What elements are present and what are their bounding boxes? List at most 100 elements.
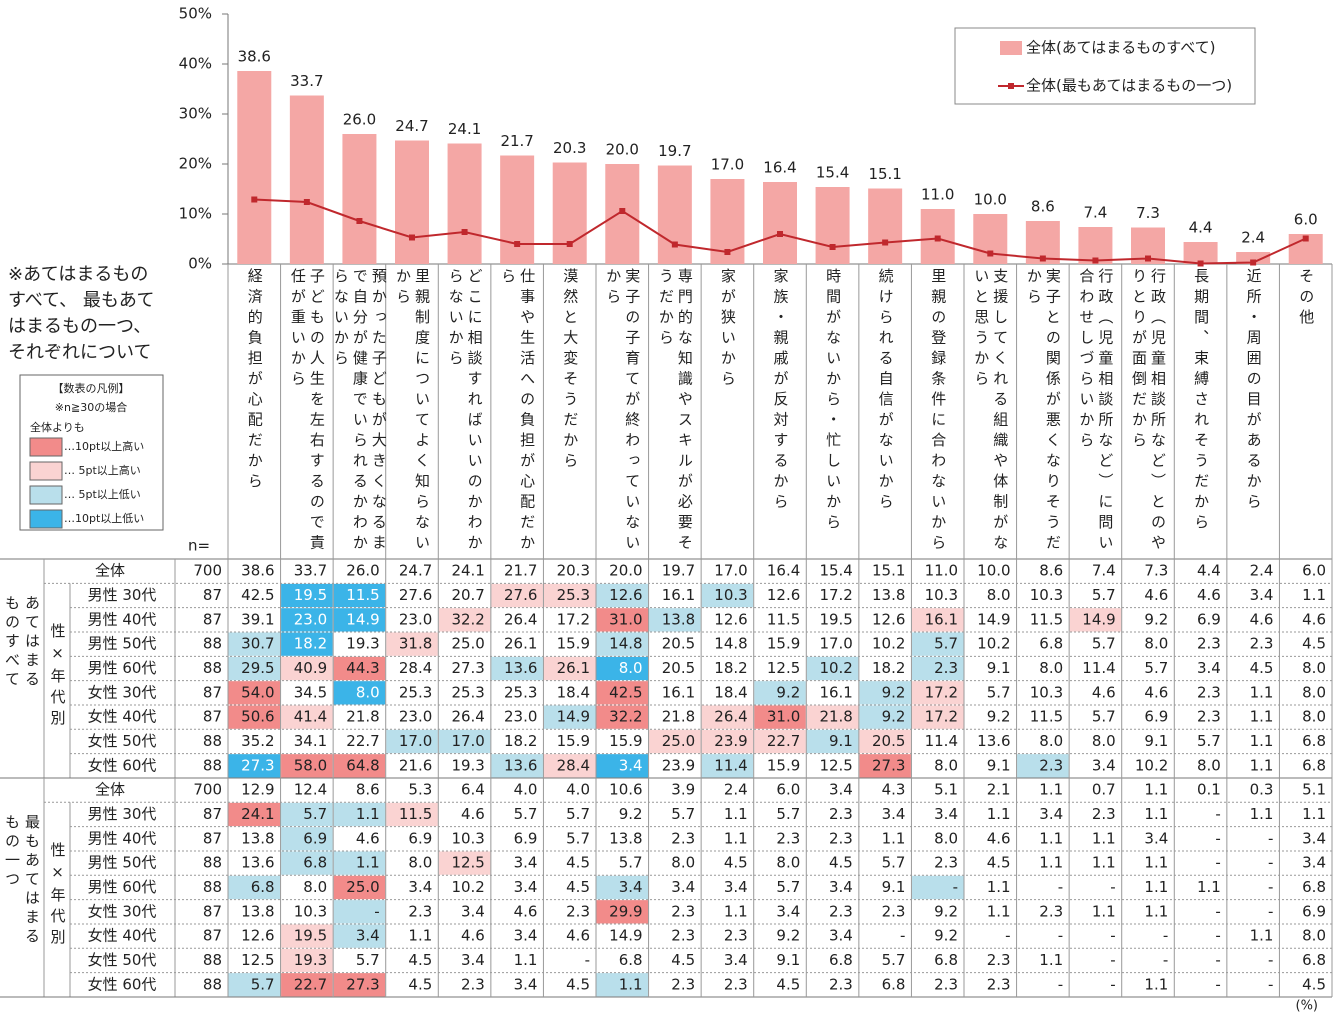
cell-value: 3.4 bbox=[408, 878, 432, 896]
cell-value: 2.3 bbox=[461, 975, 485, 993]
cell-value: 17.2 bbox=[557, 610, 590, 628]
cell-value: 3.4 bbox=[1144, 829, 1168, 847]
y-tick-label: 20% bbox=[179, 155, 212, 173]
cell-value: 1.1 bbox=[1250, 805, 1274, 823]
cell-shade bbox=[596, 632, 649, 656]
cell-shade bbox=[911, 705, 964, 729]
cell-value: 25.3 bbox=[451, 683, 484, 701]
cell-value: 4.5 bbox=[1302, 635, 1326, 653]
cell-value: 14.9 bbox=[557, 708, 590, 726]
data-label: 7.3 bbox=[1136, 204, 1160, 222]
line-marker bbox=[514, 241, 521, 247]
group-label-box: 性×年代別 bbox=[44, 623, 70, 743]
cell-value: 12.6 bbox=[872, 610, 905, 628]
cell-value: 12.5 bbox=[767, 659, 800, 677]
cell-value: 9.1 bbox=[829, 732, 853, 750]
cell-value: 5.7 bbox=[1092, 586, 1116, 604]
x-tick-label-box: 続けられる自信がないから bbox=[859, 268, 912, 556]
cell-shade bbox=[281, 851, 333, 875]
cell-value: 1.1 bbox=[619, 975, 643, 993]
line-marker bbox=[829, 244, 836, 250]
cell-value: 10.2 bbox=[451, 878, 484, 896]
cell-shade bbox=[859, 705, 911, 729]
cell-value: 13.6 bbox=[504, 659, 537, 677]
cell-value: 4.5 bbox=[566, 878, 590, 896]
cell-shade bbox=[333, 900, 386, 924]
cell-value: 4.5 bbox=[566, 854, 590, 872]
cell-value: - bbox=[374, 902, 379, 920]
cell-shade bbox=[281, 656, 333, 681]
cell-value: 31.0 bbox=[767, 708, 800, 726]
cell-value: 4.6 bbox=[1302, 610, 1326, 628]
cell-value: 17.0 bbox=[399, 732, 432, 750]
cell-value: - bbox=[1215, 854, 1220, 872]
cell-value: 25.0 bbox=[662, 732, 695, 750]
cell-value: 17.2 bbox=[819, 586, 852, 604]
line-marker bbox=[1302, 235, 1309, 242]
cell-value: 1.1 bbox=[514, 951, 538, 969]
cell-value: 1.1 bbox=[1144, 854, 1168, 872]
cell-value: 3.4 bbox=[829, 878, 853, 896]
cell-value: 6.9 bbox=[1197, 610, 1221, 628]
cell-value: 20.5 bbox=[662, 659, 695, 677]
cell-shade bbox=[491, 656, 543, 681]
x-tick-label: 預かった子どもが大きくなるまで自分が健康でいられるかわからないから bbox=[331, 268, 388, 555]
x-tick-label-box: 支援してくれる組織や体制がないと思うから bbox=[964, 268, 1017, 556]
cell-shade bbox=[491, 583, 543, 608]
cell-shade bbox=[911, 875, 964, 900]
row-label: 女性 50代 bbox=[88, 951, 157, 969]
cell-value: 1.1 bbox=[1039, 854, 1063, 872]
cell-shade bbox=[859, 754, 911, 778]
cell-shade bbox=[596, 705, 649, 729]
cell-value: - bbox=[1268, 854, 1273, 872]
cell-value: - bbox=[1110, 975, 1115, 993]
x-tick-label: 里親制度についてよく知らないから bbox=[393, 268, 431, 555]
cell-value: 1.1 bbox=[1092, 854, 1116, 872]
cell-value: 11.4 bbox=[714, 756, 747, 774]
data-label: 19.7 bbox=[658, 142, 691, 160]
cell-shade bbox=[596, 583, 649, 608]
cell-value: 6.8 bbox=[1302, 756, 1326, 774]
cell-shade bbox=[1017, 754, 1069, 778]
cell-value: 9.1 bbox=[1144, 732, 1168, 750]
cell-value: 9.1 bbox=[776, 951, 800, 969]
cell-value: 8.0 bbox=[671, 854, 695, 872]
cell-value: - bbox=[1215, 975, 1220, 993]
cell-shade bbox=[281, 827, 333, 851]
y-tick-label: 50% bbox=[179, 5, 212, 23]
cell-value: 32.2 bbox=[609, 708, 642, 726]
cell-value: 9.1 bbox=[987, 659, 1011, 677]
cell-value: 1.1 bbox=[1039, 781, 1063, 799]
x-tick-label-box: 里親制度についてよく知らないから bbox=[386, 268, 439, 556]
cell-value: 27.3 bbox=[872, 756, 905, 774]
cell-value: 35.2 bbox=[241, 732, 274, 750]
cell-value: 42.5 bbox=[241, 586, 274, 604]
cell-value: 4.6 bbox=[1250, 610, 1274, 628]
row-n: 88 bbox=[203, 975, 222, 993]
cell-value: 6.8 bbox=[1039, 635, 1063, 653]
legend-label: 全体(あてはまるものすべて) bbox=[1026, 39, 1215, 57]
cell-value: 5.7 bbox=[987, 683, 1011, 701]
cell-value: 8.6 bbox=[356, 781, 380, 799]
cell-value: 21.7 bbox=[504, 562, 537, 580]
cell-value: 0.7 bbox=[1092, 781, 1116, 799]
cell-value: 5.7 bbox=[251, 975, 275, 993]
legend-label: 全体(最もあてはまるもの一つ) bbox=[1026, 77, 1232, 95]
cell-value: 10.2 bbox=[872, 635, 905, 653]
cell-value: 3.4 bbox=[1250, 586, 1274, 604]
x-tick-label-box: 実子の子育てが終わっていないから bbox=[596, 268, 649, 556]
cell-value: - bbox=[1268, 902, 1273, 920]
cell-value: 19.5 bbox=[819, 610, 852, 628]
cell-value: 2.3 bbox=[1197, 635, 1221, 653]
cell-value: 12.4 bbox=[294, 781, 327, 799]
cell-value: 4.6 bbox=[461, 927, 485, 945]
cell-value: 4.5 bbox=[408, 975, 432, 993]
cell-value: 8.0 bbox=[934, 829, 958, 847]
cell-value: 8.0 bbox=[619, 659, 643, 677]
cell-value: 1.1 bbox=[724, 902, 748, 920]
cell-value: 20.3 bbox=[557, 562, 590, 580]
line-marker bbox=[987, 250, 994, 257]
cell-value: 1.1 bbox=[724, 805, 748, 823]
cell-value: 3.4 bbox=[461, 902, 485, 920]
